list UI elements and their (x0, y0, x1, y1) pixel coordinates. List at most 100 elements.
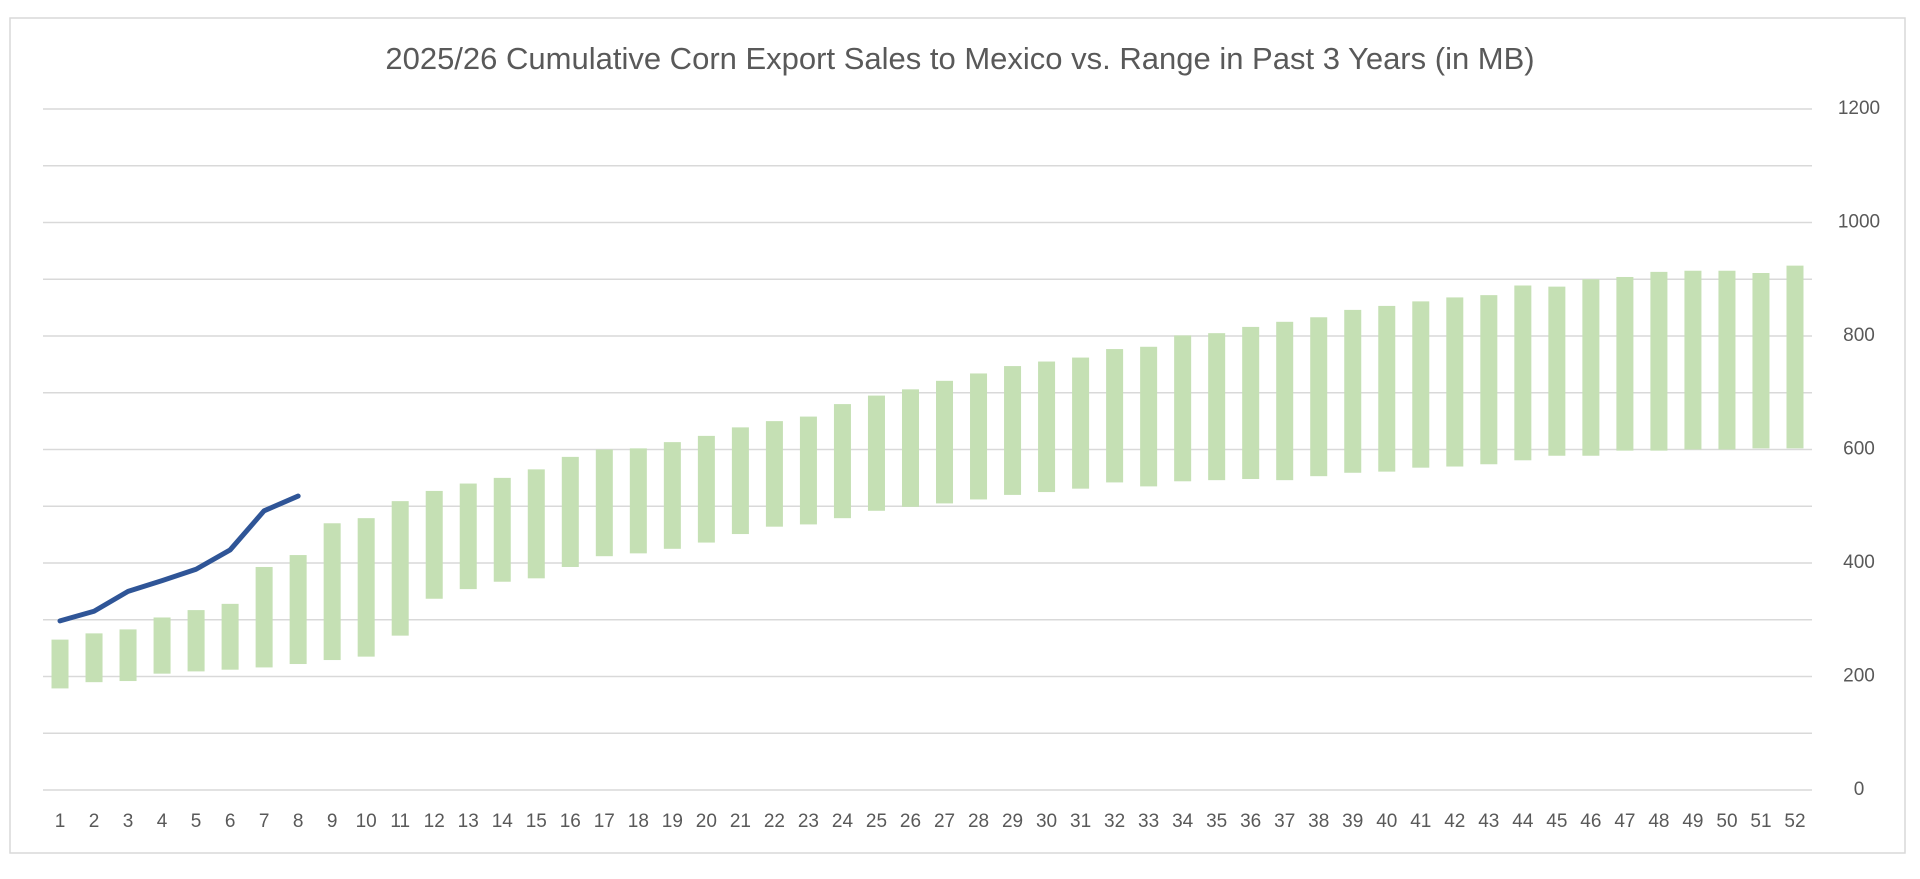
range-bar (1752, 273, 1770, 449)
chart-title: 2025/26 Cumulative Corn Export Sales to … (385, 41, 1534, 76)
y-tick-label: 200 (1843, 666, 1875, 687)
x-tick-label: 5 (191, 811, 202, 832)
range-bar (1616, 276, 1634, 451)
range-bar (1310, 317, 1328, 477)
x-tick-label: 21 (730, 811, 751, 832)
range-bar (85, 633, 103, 683)
range-bar (1038, 361, 1056, 493)
x-tick-label: 48 (1648, 811, 1669, 832)
x-tick-label: 46 (1580, 811, 1601, 832)
range-bar (1106, 349, 1124, 483)
x-tick-label: 10 (356, 811, 377, 832)
x-tick-label: 31 (1070, 811, 1091, 832)
range-bar (1412, 301, 1430, 468)
y-tick-label: 800 (1843, 325, 1875, 346)
x-tick-label: 4 (157, 811, 168, 832)
x-tick-label: 30 (1036, 811, 1057, 832)
range-bar (1242, 326, 1260, 480)
range-bar (1718, 270, 1736, 450)
x-tick-label: 44 (1512, 811, 1534, 832)
x-tick-label: 43 (1478, 811, 1499, 832)
range-bar (323, 523, 341, 661)
range-bar (1174, 335, 1192, 482)
range-bar (697, 435, 715, 543)
range-bar (731, 427, 749, 535)
range-bar (459, 483, 477, 590)
x-tick-label: 39 (1342, 811, 1363, 832)
range-bar (1140, 346, 1158, 487)
range-bar (833, 404, 851, 519)
range-bar (527, 469, 545, 579)
x-tick-label: 12 (424, 811, 445, 832)
x-tick-label: 20 (696, 811, 717, 832)
x-tick-label: 41 (1410, 811, 1431, 832)
x-tick-label: 40 (1376, 811, 1397, 832)
x-tick-label: 27 (934, 811, 955, 832)
x-tick-label: 14 (492, 811, 514, 832)
x-tick-label: 15 (526, 811, 547, 832)
range-bar (1582, 279, 1600, 456)
range-bar (765, 421, 783, 527)
x-tick-label: 11 (390, 811, 410, 832)
range-bar (1378, 305, 1396, 472)
range-bar (936, 380, 954, 504)
range-bar (1684, 270, 1702, 450)
range-bar (119, 629, 137, 682)
range-bar (425, 490, 443, 599)
line (57, 493, 301, 624)
range-bar (561, 456, 579, 567)
x-tick-label: 2 (89, 811, 100, 832)
x-tick-label: 34 (1172, 811, 1194, 832)
x-tick-label: 33 (1138, 811, 1159, 832)
range-bar (1548, 286, 1566, 456)
x-tick-label: 47 (1614, 811, 1635, 832)
range-bar (1208, 333, 1226, 481)
x-tick-label: 8 (293, 811, 304, 832)
x-tick-label: 50 (1716, 811, 1737, 832)
x-tick-label: 9 (327, 811, 338, 832)
range-bar (663, 442, 681, 549)
x-tick-label: 25 (866, 811, 887, 832)
x-tick-label: 16 (560, 811, 581, 832)
range-bar (1004, 366, 1022, 495)
x-tick-label: 22 (764, 811, 785, 832)
range-bar (799, 416, 817, 525)
range-bar (595, 449, 613, 557)
x-tick-label: 49 (1682, 811, 1703, 832)
x-tick-label: 3 (123, 811, 134, 832)
range-bar (1786, 265, 1804, 449)
x-tick-label: 17 (594, 811, 615, 832)
range-bar (1072, 357, 1090, 489)
y-tick-label: 600 (1843, 439, 1875, 460)
x-tick-label: 29 (1002, 811, 1023, 832)
range-bar (289, 555, 307, 665)
range-bar (1446, 297, 1464, 467)
range-bar (1514, 285, 1532, 461)
x-tick-label: 37 (1274, 811, 1295, 832)
range-bar (629, 448, 647, 554)
x-tick-label: 7 (259, 811, 270, 832)
x-tick-label: 42 (1444, 811, 1465, 832)
x-tick-label: 19 (662, 811, 683, 832)
range-bar (970, 373, 988, 500)
range-bar (391, 501, 409, 636)
range-bar (255, 566, 273, 668)
range-bar (187, 610, 205, 672)
x-tick-label: 28 (968, 811, 989, 832)
range-bar (493, 477, 511, 582)
y-tick-label: 1000 (1838, 212, 1880, 233)
y-tick-label: 400 (1843, 552, 1875, 573)
x-tick-label: 35 (1206, 811, 1227, 832)
range-bar (867, 395, 885, 511)
x-tick-label: 36 (1240, 811, 1261, 832)
x-tick-label: 32 (1104, 811, 1125, 832)
x-tick-label: 6 (225, 811, 236, 832)
range-bar (1276, 321, 1294, 481)
y-tick-label: 0 (1854, 779, 1865, 800)
y-tick-label: 1200 (1838, 98, 1880, 119)
x-tick-label: 23 (798, 811, 819, 832)
range-bar (357, 518, 375, 657)
x-tick-label: 45 (1546, 811, 1567, 832)
